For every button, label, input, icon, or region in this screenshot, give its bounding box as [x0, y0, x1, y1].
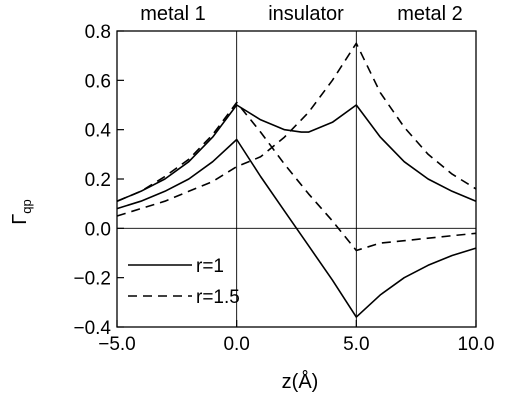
legend-label-r1: r=1 — [196, 256, 224, 277]
y-tick-label: 0.2 — [85, 170, 111, 191]
region-label-metal-2: metal 2 — [397, 3, 463, 25]
legend-label-r1-5: r=1.5 — [196, 287, 240, 308]
y-tick-label: −0.2 — [73, 269, 111, 290]
y-axis-title: Γqp — [9, 199, 34, 224]
series-line-r1-2 — [116, 138, 477, 318]
y-tick-label: 0.6 — [85, 71, 111, 92]
x-tick-label: 10.0 — [458, 334, 495, 355]
x-tick-label: −5.0 — [98, 334, 136, 355]
legend: r=1 r=1.5 — [128, 256, 240, 308]
y-tick-label: 0.4 — [85, 121, 112, 142]
x-tick-label: 0.0 — [223, 334, 249, 355]
y-axis-title-symbol: Γ — [9, 214, 31, 225]
region-label-insulator: insulator — [268, 3, 344, 25]
series-line-r1-5-3 — [116, 101, 477, 252]
y-tick-label: 0.8 — [85, 22, 111, 43]
x-tick-label: 5.0 — [343, 334, 369, 355]
series-curves — [116, 42, 477, 318]
axis-ticks: −5.0 0.0 5.0 10.0 −0.4 −0.2 0.0 0.2 0.4 0.6 0.8 — [73, 22, 494, 355]
y-tick-label: 0.0 — [85, 219, 111, 240]
y-axis-title-subscript: qp — [19, 199, 34, 213]
series-line-r1-1 — [116, 104, 477, 202]
y-tick-label: −0.4 — [73, 318, 111, 339]
region-label-metal-1: metal 1 — [140, 3, 206, 25]
series-line-r1-5-4 — [116, 42, 477, 217]
x-axis-title: z(Å) — [282, 370, 319, 393]
